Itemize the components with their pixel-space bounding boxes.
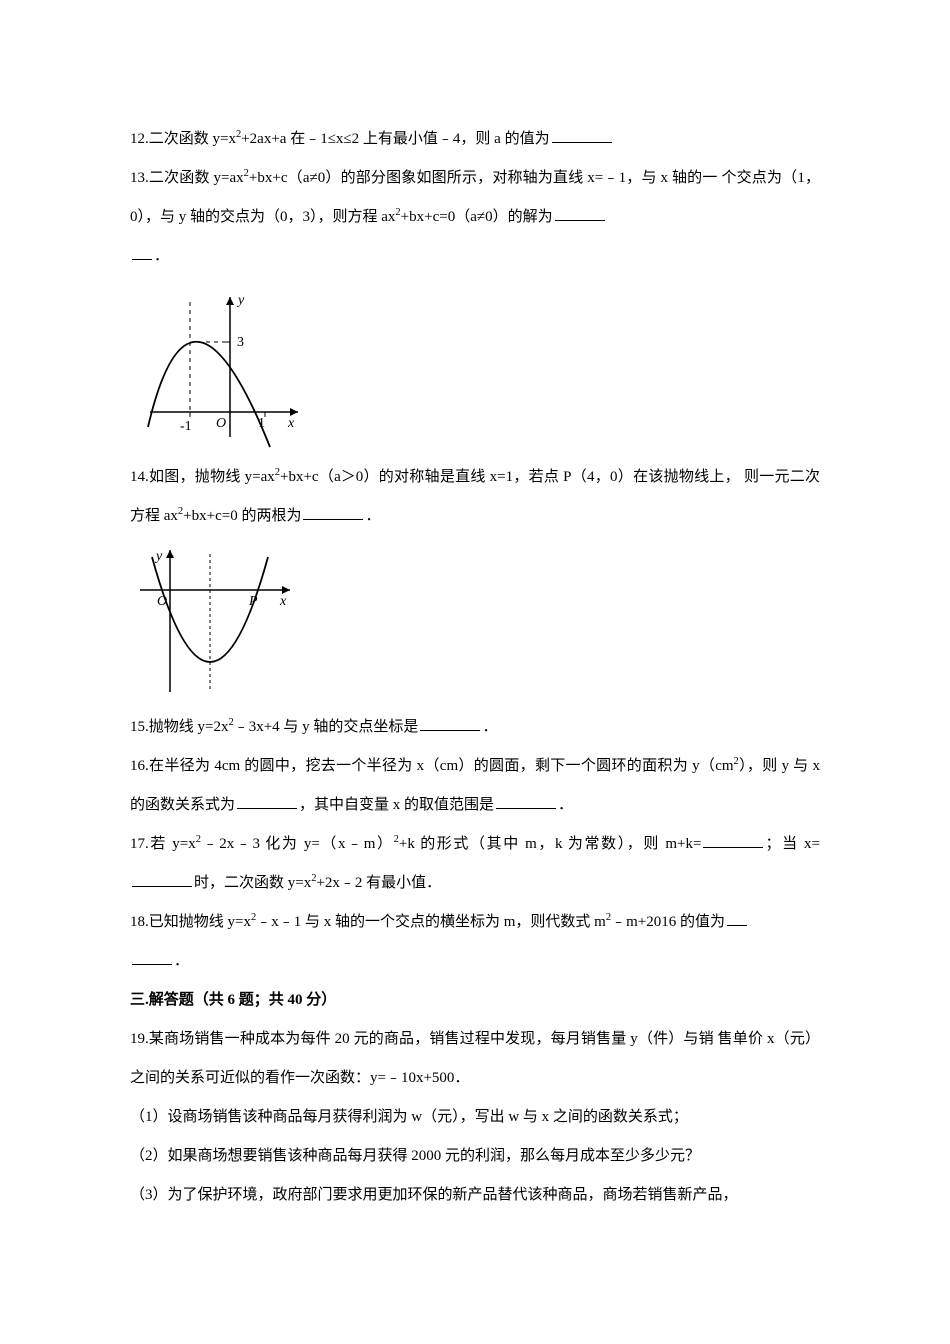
question-18: 18.已知抛物线 y=x2﹣x﹣1 与 x 轴的一个交点的横坐标为 m，则代数式… <box>130 903 820 981</box>
parabola <box>148 342 270 447</box>
question-14: 14.如图，抛物线 y=ax2+bx+c（a＞0）的对称轴是直线 x=1，若点 … <box>130 458 820 536</box>
q17-blank1 <box>703 832 763 848</box>
q16-l1: 16.在半径为 4cm 的圆中，挖去一个半径为 x（cm）的圆面，剩下一个圆环的… <box>130 758 688 774</box>
question-19: 19.某商场销售一种成本为每件 20 元的商品，销售过程中发现，每月销售量 y（… <box>130 1020 820 1098</box>
section-3-heading: 三.解答题（共 6 题；共 40 分） <box>130 981 820 1020</box>
q15-a: 15.抛物线 y=2x <box>130 719 228 735</box>
x-label: x <box>287 416 295 431</box>
question-12: 12.二次函数 y=x2+2ax+a 在﹣1≤x≤2 上有最小值﹣4，则 a 的… <box>130 120 820 159</box>
q17-l2a: x= <box>804 836 820 852</box>
neg1-label: -1 <box>180 419 192 434</box>
q18-l1b: ﹣x﹣1 与 x 轴的一个交点的横坐标为 m，则代数式 m <box>256 914 606 930</box>
q18-blank1 <box>727 910 747 926</box>
q16-blank1 <box>237 793 297 809</box>
y-arrow <box>226 297 234 305</box>
x-label-14: x <box>279 594 287 609</box>
q13-blank <box>555 205 605 221</box>
q17-l2c: +2x﹣2 有最小值． <box>316 875 441 891</box>
q14-l1b: +bx+c（a＞0）的对称轴是直线 x=1，若点 P（4，0）在该抛物线上， <box>280 469 740 485</box>
q18-l1c: ﹣m+2016 的值为 <box>611 914 725 930</box>
exam-page: 12.二次函数 y=x2+2ax+a 在﹣1≤x≤2 上有最小值﹣4，则 a 的… <box>0 0 950 1344</box>
q14-graph: x y O P <box>130 542 820 702</box>
question-19-2: （2）如果商场想要销售该种商品每月获得 2000 元的利润，那么每月成本至少多少… <box>130 1137 820 1176</box>
question-17: 17.若 y=x2﹣2x﹣3 化为 y=（x﹣m）2+k 的形式（其中 m，k … <box>130 825 820 903</box>
o-label-14: O <box>157 594 167 609</box>
q13-l2b: +bx+c=0（a≠0）的解为 <box>401 209 553 225</box>
q12-blank <box>552 127 612 143</box>
question-13: 13.二次函数 y=ax2+bx+c（a≠0）的部分图象如图所示，对称轴为直线 … <box>130 159 820 276</box>
q18-l2: ． <box>174 953 189 969</box>
x-arrow <box>290 408 298 416</box>
q17-l2b: 时，二次函数 y=x <box>194 875 311 891</box>
q17-blank2 <box>132 871 192 887</box>
q18-blank2 <box>132 949 172 965</box>
q16-blank2 <box>496 793 556 809</box>
q16-l2a: y（cm <box>692 758 733 774</box>
q13-graph: x y O -1 1 3 <box>130 282 820 452</box>
q17-l1a: 17.若 y=x <box>130 836 196 852</box>
q19-s1: （1）设商场销售该种商品每月获得利润为 w（元），写出 w 与 x 之间的函数关… <box>130 1109 688 1125</box>
q13-l1b: +bx+c（a≠0）的部分图象如图所示，对称轴为直线 x=﹣1，与 x 轴的一 <box>249 170 718 186</box>
q14-tail: ． <box>365 508 380 524</box>
y-label: y <box>236 293 245 308</box>
y-arrow-14 <box>166 550 174 558</box>
q15-tail: ． <box>482 719 497 735</box>
q13-l3: ． <box>154 248 169 264</box>
question-19-1: （1）设商场销售该种商品每月获得利润为 w（元），写出 w 与 x 之间的函数关… <box>130 1098 820 1137</box>
q14-blank <box>303 504 363 520</box>
y-label-14: y <box>154 549 163 564</box>
o-label: O <box>216 416 226 431</box>
x-arrow-14 <box>282 586 290 594</box>
q13-blank2 <box>132 244 152 260</box>
q17-l1d: ；当 <box>765 836 798 852</box>
question-19-3: （3）为了保护环境，政府部门要求用更加环保的新产品替代该种商品，商场若销售新产品… <box>130 1176 820 1215</box>
q16-l2c: ，其中自变量 x 的取值范围是 <box>299 797 494 813</box>
q14-svg: x y O P <box>130 542 300 702</box>
q19-s2: （2）如果商场想要销售该种商品每月获得 2000 元的利润，那么每月成本至少多少… <box>130 1148 700 1164</box>
q12-text-a: 12.二次函数 y=x <box>130 131 236 147</box>
q13-svg: x y O -1 1 3 <box>130 282 300 452</box>
q17-l1b: ﹣2x﹣3 化为 y=（x﹣m） <box>201 836 394 852</box>
q19-s3: （3）为了保护环境，政府部门要求用更加环保的新产品替代该种商品，商场若销售新产品… <box>130 1187 738 1203</box>
q16-tail: ． <box>558 797 573 813</box>
q15-b: ﹣3x+4 与 y 轴的交点坐标是 <box>234 719 419 735</box>
q13-l1a: 13.二次函数 y=ax <box>130 170 244 186</box>
q19-l1: 19.某商场销售一种成本为每件 20 元的商品，销售过程中发现，每月销售量 y（… <box>130 1031 714 1047</box>
question-16: 16.在半径为 4cm 的圆中，挖去一个半径为 x（cm）的圆面，剩下一个圆环的… <box>130 747 820 825</box>
q12-text-b: +2ax+a 在﹣1≤x≤2 上有最小值﹣4，则 a 的值为 <box>241 131 549 147</box>
p-label-14: P <box>248 594 258 609</box>
pos1-label: 1 <box>258 416 265 431</box>
q14-l1a: 14.如图，抛物线 y=ax <box>130 469 275 485</box>
q15-blank <box>420 715 480 731</box>
q18-l1a: 18.已知抛物线 y=x <box>130 914 251 930</box>
question-15: 15.抛物线 y=2x2﹣3x+4 与 y 轴的交点坐标是． <box>130 708 820 747</box>
y3-label: 3 <box>237 335 244 350</box>
q14-l2b: +bx+c=0 的两根为 <box>183 508 301 524</box>
q17-l1c: +k 的形式（其中 m，k 为常数），则 m+k= <box>399 836 702 852</box>
